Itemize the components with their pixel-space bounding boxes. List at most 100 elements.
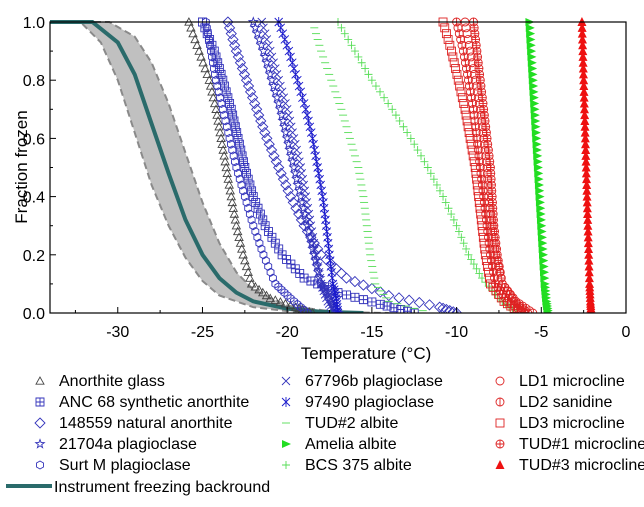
data-point	[304, 204, 312, 212]
data-point	[295, 158, 303, 166]
data-point	[364, 70, 372, 78]
data-point	[351, 47, 359, 55]
data-point	[337, 24, 345, 32]
data-point	[454, 24, 462, 32]
data-point	[266, 47, 274, 55]
data-point	[270, 59, 278, 67]
legend-marker	[496, 419, 504, 427]
data-point	[478, 88, 486, 96]
y-tick-label: 0.6	[23, 131, 45, 148]
data-point	[250, 98, 260, 108]
data-point	[259, 24, 267, 32]
data-point	[481, 117, 489, 125]
series-7	[275, 17, 342, 318]
data-point	[307, 128, 315, 138]
y-tick-label: 0.4	[23, 190, 45, 207]
data-point	[263, 35, 271, 43]
legend-entry: Amelia albite	[282, 436, 397, 453]
legend-entry: 21704a plagioclase	[36, 436, 197, 453]
legend-label: LD3 microcline	[519, 415, 625, 432]
data-point	[275, 245, 283, 253]
data-point	[225, 23, 235, 33]
data-point	[231, 46, 241, 56]
data-point	[283, 105, 291, 113]
data-point	[470, 24, 478, 32]
data-point	[244, 175, 252, 183]
data-point	[444, 35, 452, 43]
legend-label: TUD#2 albite	[305, 415, 398, 432]
legend-label: ANC 68 synthetic anorthite	[59, 394, 249, 411]
legend-entry: Surt M plagioclase	[37, 457, 191, 474]
data-point	[491, 233, 499, 241]
data-point	[486, 158, 494, 166]
data-point	[285, 111, 293, 119]
legend-label: TUD#3 microcline	[519, 457, 644, 474]
data-point	[237, 64, 247, 74]
data-point	[293, 146, 301, 154]
data-point	[291, 140, 299, 148]
x-axis-label: Temperature (°C)	[301, 344, 432, 363]
data-point	[289, 129, 297, 137]
legend-marker	[36, 440, 45, 448]
data-point	[417, 152, 425, 160]
data-point	[228, 34, 238, 44]
data-point	[368, 76, 376, 84]
data-point	[403, 129, 411, 137]
data-point	[222, 88, 230, 96]
data-point	[305, 116, 313, 126]
legend-marker	[496, 398, 504, 406]
data-point	[254, 110, 264, 120]
legend-entry: ANC 68 synthetic anorthite	[36, 394, 249, 411]
legend-entry: LD1 microcline	[496, 373, 625, 390]
data-point	[490, 222, 498, 230]
data-point	[372, 82, 380, 90]
x-tick-label: -15	[360, 324, 383, 341]
data-point	[392, 111, 400, 119]
data-point	[271, 239, 279, 247]
data-point	[407, 134, 415, 142]
data-point	[298, 169, 306, 177]
data-point	[297, 164, 305, 172]
data-point	[294, 152, 302, 160]
data-point	[226, 99, 234, 107]
data-point	[244, 81, 254, 91]
legend-label: Surt M plagioclase	[59, 457, 191, 474]
legend-marker	[36, 398, 44, 406]
data-point	[276, 82, 284, 90]
data-point	[480, 105, 488, 113]
data-point	[455, 30, 463, 38]
data-point	[446, 41, 454, 49]
data-point	[233, 52, 243, 62]
y-tick-label: 1.0	[23, 15, 45, 32]
data-point	[410, 140, 418, 148]
data-point	[243, 169, 251, 177]
data-point	[380, 94, 388, 102]
data-point	[496, 268, 504, 276]
data-point	[354, 53, 362, 61]
data-point	[265, 228, 273, 236]
x-tick-label: 0	[622, 324, 631, 341]
data-point	[384, 99, 392, 107]
legend-marker	[36, 377, 44, 384]
data-point	[396, 117, 404, 125]
data-point	[351, 293, 359, 301]
data-point	[344, 35, 352, 43]
data-point	[342, 291, 350, 299]
x-tick-label: -30	[106, 324, 129, 341]
legend-label: 67796b plagioclase	[305, 373, 443, 390]
data-point	[281, 99, 289, 107]
data-point	[280, 94, 288, 102]
legend-marker	[37, 461, 44, 469]
data-point	[226, 29, 236, 39]
legend-entry: 148559 natural anorthite	[35, 415, 233, 432]
y-tick-label: 0.8	[23, 73, 45, 90]
data-point	[246, 87, 256, 97]
legend-marker	[496, 460, 505, 469]
data-point	[471, 30, 479, 38]
data-point	[482, 123, 490, 131]
data-point	[493, 251, 501, 259]
data-point	[388, 105, 396, 113]
legend-label: TUD#1 microcline	[519, 436, 644, 453]
legend-marker	[282, 440, 291, 448]
